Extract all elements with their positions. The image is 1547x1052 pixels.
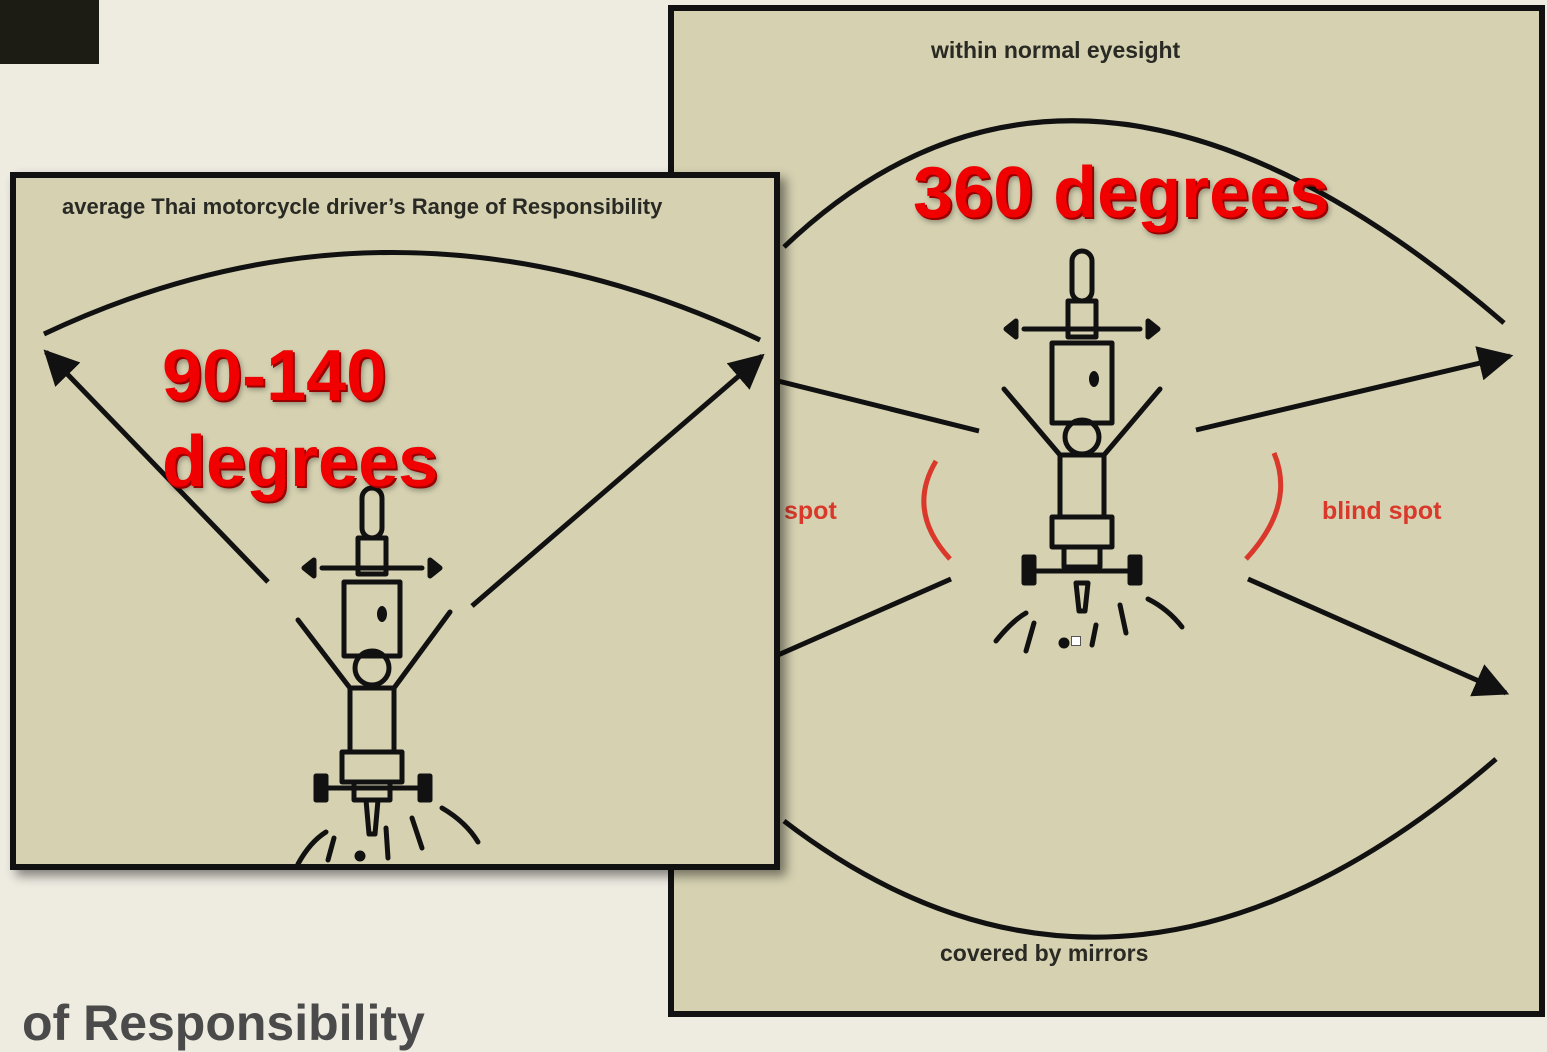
blind-spot-left-bracket xyxy=(921,459,952,561)
motorcycle-icon xyxy=(295,485,481,864)
full-range-diagram: within normal eyesight covered by mirror… xyxy=(668,5,1545,1017)
narrow-range-label: 90-140 degrees xyxy=(162,333,438,506)
bottom-mirror-arc xyxy=(782,757,1498,940)
arrow-lower-left-line xyxy=(776,576,953,658)
blind-spot-left-label: spot xyxy=(784,497,837,525)
vision-arc xyxy=(42,250,762,343)
thai-range-diagram: average Thai motorcycle driver’s Range o… xyxy=(10,172,780,870)
narrow-range-label-line-2: degrees xyxy=(162,422,439,503)
panel-caption: average Thai motorcycle driver’s Range o… xyxy=(62,194,663,219)
arrow-lower-right xyxy=(1246,576,1510,697)
top-vision-arc xyxy=(782,118,1506,325)
selection-handle[interactable] xyxy=(1071,636,1081,646)
blind-spot-right-label: blind spot xyxy=(1322,497,1442,525)
narrow-range-label-line-1: 90-140 xyxy=(162,336,387,416)
arrow-left xyxy=(43,349,270,584)
arrow-upper-right xyxy=(1195,346,1514,433)
thai-range-drawing xyxy=(42,250,765,864)
top-caption: within normal eyesight xyxy=(931,37,1181,63)
motorcycle-icon xyxy=(993,248,1185,654)
slide-title-fragment: of Responsibility xyxy=(22,995,425,1051)
arrow-upper-left-line xyxy=(777,378,980,434)
full-range-drawing xyxy=(776,118,1514,940)
full-range-label: 360 degrees xyxy=(913,153,1330,233)
bottom-caption: covered by mirrors xyxy=(940,940,1149,966)
corner-decoration xyxy=(0,0,99,64)
arrow-right xyxy=(470,353,765,608)
blind-spot-right-bracket xyxy=(1244,452,1284,561)
